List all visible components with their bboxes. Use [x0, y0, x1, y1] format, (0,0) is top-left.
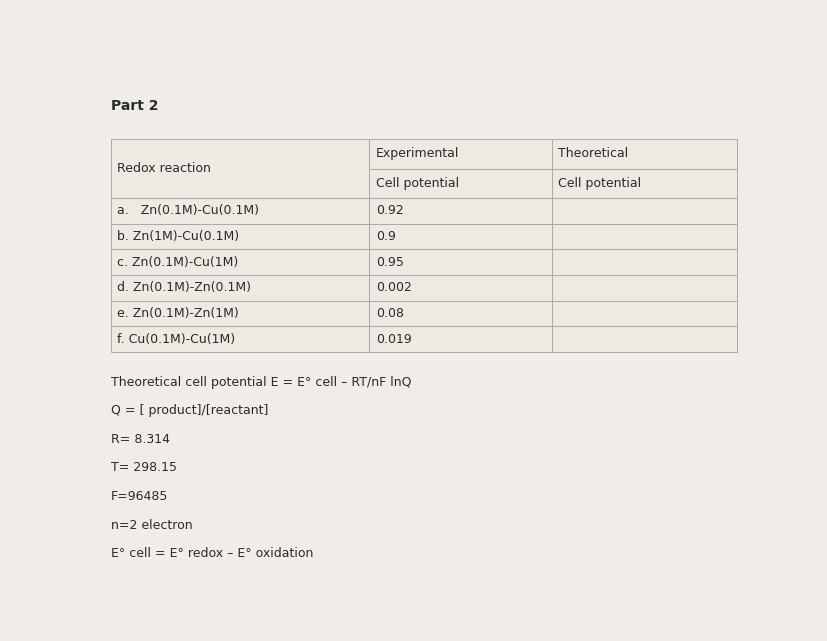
Text: Cell potential: Cell potential [558, 177, 642, 190]
Bar [370, 224, 552, 249]
Bar [552, 249, 737, 275]
Bar [370, 275, 552, 301]
Text: Cell potential: Cell potential [375, 177, 459, 190]
Bar [552, 138, 737, 169]
Bar [370, 326, 552, 352]
Text: Experimental: Experimental [375, 147, 459, 160]
Text: d. Zn(0.1M)-Zn(0.1M): d. Zn(0.1M)-Zn(0.1M) [117, 281, 251, 294]
Text: 0.08: 0.08 [375, 307, 404, 320]
Text: a.   Zn(0.1M)-Cu(0.1M): a. Zn(0.1M)-Cu(0.1M) [117, 204, 260, 217]
Text: 0.92: 0.92 [375, 204, 404, 217]
Bar [111, 275, 370, 301]
Text: R= 8.314: R= 8.314 [111, 433, 170, 445]
Bar [370, 301, 552, 326]
Text: 0.019: 0.019 [375, 333, 412, 345]
Text: c. Zn(0.1M)-Cu(1M): c. Zn(0.1M)-Cu(1M) [117, 256, 239, 269]
Bar [111, 249, 370, 275]
Text: F=96485: F=96485 [111, 490, 169, 503]
Text: b. Zn(1M)-Cu(0.1M): b. Zn(1M)-Cu(0.1M) [117, 230, 240, 243]
Bar [552, 169, 737, 198]
Bar [370, 198, 552, 224]
Bar [552, 224, 737, 249]
Text: Redox reaction: Redox reaction [117, 162, 212, 175]
Text: T= 298.15: T= 298.15 [111, 462, 177, 474]
Text: 0.95: 0.95 [375, 256, 404, 269]
Text: n=2 electron: n=2 electron [111, 519, 193, 531]
Bar [370, 138, 552, 169]
Bar [370, 169, 552, 198]
Bar [111, 198, 370, 224]
Text: Q = [ product]/[reactant]: Q = [ product]/[reactant] [111, 404, 269, 417]
Bar [370, 249, 552, 275]
Bar [552, 326, 737, 352]
Bar [552, 275, 737, 301]
Bar [552, 301, 737, 326]
Text: 0.002: 0.002 [375, 281, 412, 294]
Text: e. Zn(0.1M)-Zn(1M): e. Zn(0.1M)-Zn(1M) [117, 307, 239, 320]
Bar [111, 326, 370, 352]
Text: f. Cu(0.1M)-Cu(1M): f. Cu(0.1M)-Cu(1M) [117, 333, 236, 345]
Text: Theoretical cell potential E = E° cell – RT/nF lnQ: Theoretical cell potential E = E° cell –… [111, 376, 412, 388]
Text: E° cell = E° redox – E° oxidation: E° cell = E° redox – E° oxidation [111, 547, 313, 560]
Text: Part 2: Part 2 [111, 99, 159, 113]
Text: Theoretical: Theoretical [558, 147, 629, 160]
Text: 0.9: 0.9 [375, 230, 395, 243]
Bar [111, 224, 370, 249]
Bar [111, 138, 370, 198]
Bar [111, 301, 370, 326]
Bar [552, 198, 737, 224]
